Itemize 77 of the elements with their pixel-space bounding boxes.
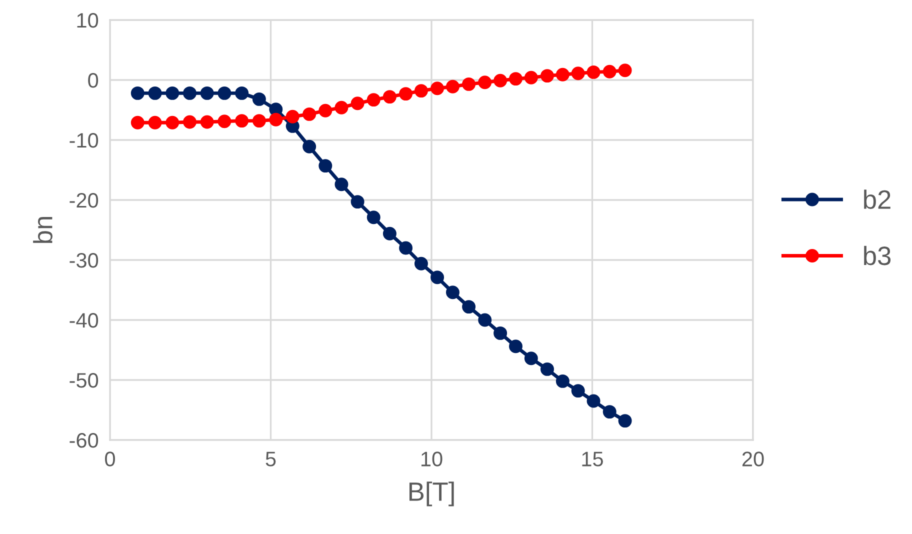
legend-label: b3	[864, 246, 891, 266]
point	[556, 68, 570, 82]
point	[252, 92, 266, 106]
point	[414, 256, 428, 270]
point	[540, 362, 554, 376]
y-axis-title: bn	[33, 217, 52, 243]
y-tick-label: -40	[70, 313, 98, 328]
point	[586, 394, 600, 408]
point	[350, 96, 364, 110]
point	[302, 140, 316, 154]
point	[218, 86, 232, 100]
point	[130, 86, 144, 100]
point	[494, 326, 508, 340]
point	[571, 384, 585, 398]
point	[148, 86, 162, 100]
point	[524, 352, 538, 366]
point	[334, 100, 348, 114]
point	[556, 374, 570, 388]
point	[286, 110, 300, 124]
point	[446, 286, 460, 300]
point	[430, 82, 444, 96]
point	[166, 116, 180, 130]
y-tick-label: -30	[70, 253, 98, 268]
point	[334, 178, 348, 192]
point	[318, 104, 332, 118]
point	[602, 405, 616, 419]
point	[252, 114, 266, 128]
legend-label: b2	[864, 190, 890, 209]
y-tick-label: -60	[70, 433, 98, 448]
point	[382, 90, 396, 104]
point	[302, 107, 316, 121]
x-tick-label: 10	[422, 452, 442, 466]
point	[540, 69, 554, 83]
y-tick-label: -50	[70, 373, 98, 388]
point	[399, 87, 413, 101]
point	[399, 241, 413, 255]
point	[508, 72, 522, 86]
point	[586, 65, 600, 79]
point	[430, 270, 444, 284]
point	[602, 64, 616, 78]
point	[182, 86, 196, 100]
x-axis-title: B[T]	[409, 482, 454, 506]
point	[414, 84, 428, 98]
point	[524, 70, 538, 84]
point	[235, 86, 249, 100]
point	[350, 195, 364, 209]
point	[571, 66, 585, 80]
y-tick-label: 10	[77, 13, 98, 28]
point	[618, 64, 632, 78]
y-tick-label: 0	[88, 73, 98, 88]
x-tick-label: 20	[742, 452, 764, 466]
point	[478, 313, 492, 327]
point	[166, 86, 180, 100]
point	[382, 226, 396, 240]
y-tick-label: -20	[70, 193, 98, 208]
point	[462, 300, 476, 314]
point	[235, 114, 249, 128]
point	[269, 112, 283, 126]
x-tick-label: 0	[105, 452, 115, 466]
point	[200, 115, 214, 129]
y-tick-label: -10	[70, 133, 98, 148]
point	[366, 210, 380, 224]
point	[148, 116, 162, 130]
point	[478, 76, 492, 90]
point	[318, 159, 332, 173]
point	[618, 414, 632, 428]
point	[508, 340, 522, 354]
point	[182, 115, 196, 129]
point	[200, 86, 214, 100]
point	[130, 116, 144, 130]
x-tick-label: 15	[582, 452, 603, 466]
point	[218, 114, 232, 128]
x-tick-label: 5	[266, 452, 276, 466]
point	[446, 80, 460, 94]
point	[366, 93, 380, 107]
point	[494, 74, 508, 88]
point	[462, 77, 476, 91]
